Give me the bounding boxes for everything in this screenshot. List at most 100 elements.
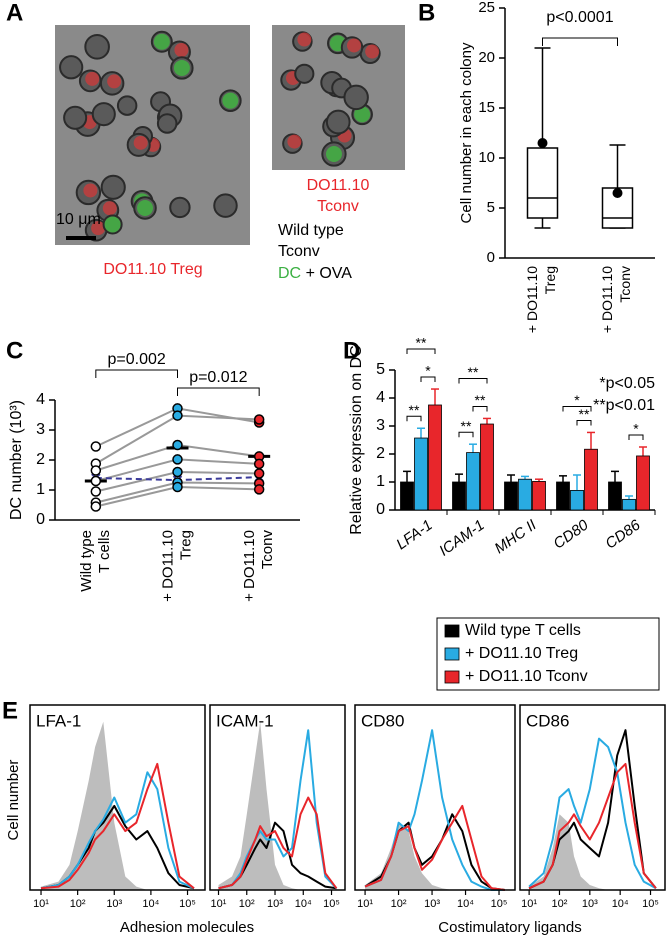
bracket	[628, 434, 644, 440]
y-tick-label: 4	[376, 389, 385, 406]
x-tick-label: + DO11.10	[159, 530, 176, 602]
dot	[172, 454, 183, 465]
histogram-line	[40, 762, 195, 890]
bar	[466, 452, 480, 511]
panel-title: LFA-1	[36, 711, 81, 730]
y-tick-label: 1	[376, 473, 385, 490]
cell	[156, 113, 178, 134]
bracket	[420, 376, 436, 383]
y-axis-label: Cell number in each colony	[458, 42, 475, 223]
x-tick-label: + DO11.10	[241, 530, 258, 602]
cell	[100, 174, 126, 200]
legend-swatch	[444, 624, 460, 638]
bar	[518, 478, 532, 511]
panel-title: CD86	[526, 711, 569, 730]
x-tick-label: 10⁵	[323, 898, 340, 910]
legend-label: Wild type T cells	[465, 622, 581, 639]
annotation: p=0.012	[189, 369, 247, 386]
stain	[102, 201, 117, 216]
stain	[297, 32, 312, 47]
cell	[63, 105, 88, 130]
annotation: **	[468, 364, 479, 380]
x-tick-label: T cells	[96, 530, 113, 573]
stain	[153, 33, 170, 50]
histogram-line	[40, 771, 195, 890]
cell	[84, 33, 110, 60]
image-label: DC	[278, 265, 301, 282]
bracket	[177, 387, 260, 396]
x-tick-label: 10⁴	[457, 898, 474, 910]
image-label: Wild type	[278, 222, 344, 239]
x-tick-label: 10⁵	[179, 898, 196, 910]
dot	[90, 501, 102, 512]
stain	[83, 183, 98, 198]
x-tick-label: 10⁵	[491, 898, 508, 910]
dot	[90, 486, 102, 497]
bar	[452, 481, 466, 511]
image-label: Tconv	[278, 243, 320, 260]
legend-swatch	[444, 647, 460, 661]
cell	[169, 196, 191, 219]
bar	[622, 498, 636, 511]
dot	[172, 466, 183, 478]
y-tick-label: 25	[478, 0, 495, 16]
bracket	[542, 37, 618, 46]
dot	[90, 441, 102, 452]
stain	[85, 71, 100, 86]
dot	[90, 465, 102, 476]
note: **p<0.01	[593, 397, 655, 414]
bar	[480, 423, 494, 511]
x-tick-label: 10³	[582, 898, 598, 910]
histogram-area	[218, 721, 337, 890]
scale-label: 10 μm	[56, 211, 101, 228]
bracket	[406, 415, 422, 422]
y-tick-label: 10	[478, 149, 495, 166]
x-tick-label: 10²	[552, 898, 568, 910]
annotation: **	[579, 406, 590, 422]
histogram-line	[218, 796, 338, 890]
bar	[428, 404, 442, 511]
stain	[365, 44, 380, 59]
panel-label: C	[6, 337, 23, 364]
box	[526, 147, 559, 219]
stain	[354, 106, 371, 123]
panel-label: E	[2, 697, 18, 724]
y-tick-label: 0	[376, 501, 385, 518]
note: *p<0.05	[599, 375, 655, 392]
cell	[59, 55, 84, 80]
dot	[172, 410, 183, 421]
legend-box	[436, 617, 660, 691]
x-tick-label: 10⁴	[612, 898, 629, 910]
x-tick-label: 10¹	[211, 898, 227, 910]
bracket	[458, 431, 474, 438]
dot	[253, 468, 265, 479]
x-tick-label: Tconv	[259, 530, 276, 570]
stain	[133, 135, 148, 150]
x-tick-label: 10²	[391, 898, 407, 910]
annotation: *	[425, 363, 431, 379]
cell	[91, 102, 116, 127]
stain	[137, 199, 154, 216]
bar	[584, 448, 598, 511]
cell	[116, 95, 138, 116]
x-tick-label: 10¹	[357, 898, 373, 910]
histogram-area	[529, 814, 656, 890]
stain	[325, 146, 342, 163]
image-label: Tconv	[317, 198, 359, 215]
annotation: **	[409, 402, 420, 418]
annotation: **	[475, 392, 486, 408]
bar	[414, 437, 428, 511]
y-tick-label: 1	[36, 481, 45, 498]
histogram-line	[364, 804, 506, 891]
y-axis-label: DC number (10³)	[8, 400, 25, 520]
x-tick-label: ICAM-1	[436, 517, 487, 560]
x-tick-label: 10⁴	[142, 898, 159, 910]
bar	[556, 481, 570, 511]
x-tick-label: CD86	[602, 516, 644, 552]
dot	[90, 475, 102, 487]
image-label: DO11.10 Treg	[103, 261, 202, 278]
y-tick-label: 2	[36, 451, 45, 468]
bar	[532, 481, 546, 511]
bar	[608, 481, 622, 511]
histogram-line	[528, 737, 657, 890]
